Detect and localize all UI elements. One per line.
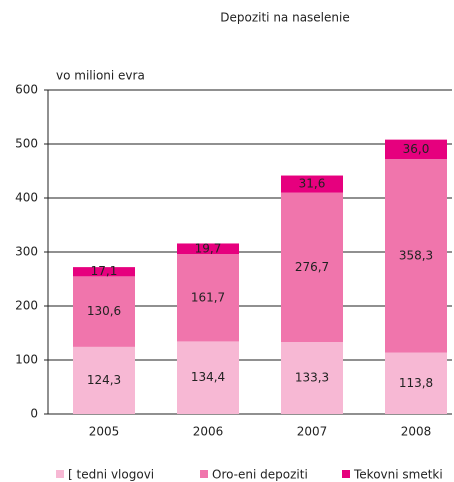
y-axis-label: vo milioni evra <box>56 69 145 83</box>
y-tick-label: 600 <box>15 83 38 97</box>
data-label: 124,3 <box>87 373 121 387</box>
y-tick-label: 100 <box>15 353 38 367</box>
legend-label: [ tedni vlogovi <box>68 468 154 482</box>
data-label: 19,7 <box>195 241 222 255</box>
data-label: 134,4 <box>191 370 225 384</box>
data-label: 31,6 <box>299 177 326 191</box>
data-label: 130,6 <box>87 304 121 318</box>
bar-segment <box>73 267 135 277</box>
bar-segment <box>281 192 343 343</box>
chart-title: Depoziti na naselenie <box>220 11 349 25</box>
legend-swatch <box>200 470 208 478</box>
x-tick-label: 2005 <box>89 425 120 439</box>
bar-segment <box>73 346 135 414</box>
data-label: 276,7 <box>295 260 329 274</box>
legend-swatch <box>342 470 350 478</box>
bar-segment <box>177 243 239 255</box>
data-label: 358,3 <box>399 248 433 262</box>
y-tick-label: 300 <box>15 245 38 259</box>
x-tick-label: 2007 <box>297 425 328 439</box>
bar-segment <box>177 254 239 342</box>
legend-label: Tekovni smetki <box>353 468 443 482</box>
data-label: 36,0 <box>403 142 430 156</box>
y-tick-label: 400 <box>15 191 38 205</box>
y-tick-label: 500 <box>15 137 38 151</box>
bar-segment <box>385 159 447 353</box>
y-tick-label: 200 <box>15 299 38 313</box>
data-label: 17,1 <box>91 264 118 278</box>
data-label: 161,7 <box>191 290 225 304</box>
data-label: 113,8 <box>399 376 433 390</box>
bar-segment <box>177 341 239 414</box>
bar-segment <box>385 352 447 414</box>
bar-segment <box>281 342 343 414</box>
legend-swatch <box>56 470 64 478</box>
x-tick-label: 2008 <box>401 425 432 439</box>
legend-label: Oro-eni depoziti <box>212 468 308 482</box>
bar-segment <box>281 175 343 193</box>
bar-segment <box>385 139 447 160</box>
y-tick-label: 0 <box>30 407 38 421</box>
x-tick-label: 2006 <box>193 425 224 439</box>
bar-segment <box>73 276 135 347</box>
data-label: 133,3 <box>295 371 329 385</box>
